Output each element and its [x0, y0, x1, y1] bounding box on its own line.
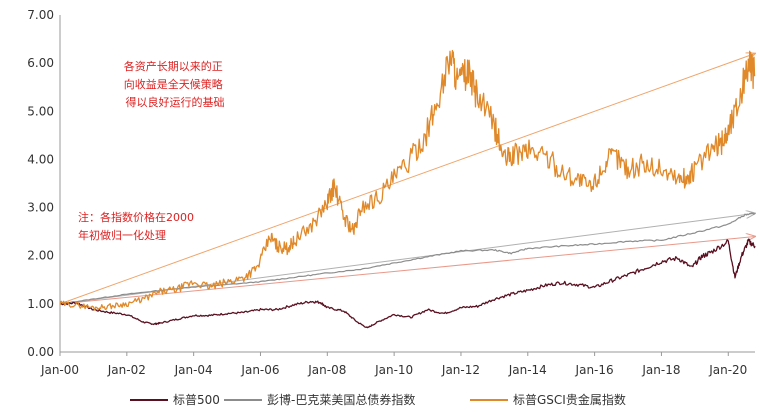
annotation-main-line-1: 各资产长期以来的正 [124, 59, 223, 73]
legend-label-sp500: 标普500 [173, 393, 220, 407]
annotation-main-line-2: 向收益是全天候策略 [124, 77, 223, 91]
trend-arrows [59, 54, 755, 305]
y-tick-label: 4.00 [27, 152, 54, 166]
y-tick-label: 2.00 [27, 249, 54, 263]
legend-label-gold: 标普GSCI贵金属指数 [513, 392, 626, 407]
annotation-note-line-1: 注：各指数价格在2000 [78, 210, 194, 224]
legend-item-sp500: 标普500 [130, 393, 220, 407]
y-tick-label: 7.00 [27, 8, 54, 22]
series-line-bond [59, 212, 756, 305]
y-tick-label: 0.00 [27, 345, 54, 359]
annotation-main-line-3: 得以良好运行的基础 [126, 95, 225, 109]
annotation-note-line-2: 年初做归一化处理 [78, 228, 166, 242]
series-line-sp500 [59, 238, 756, 329]
trend-arrow-gold [59, 54, 755, 305]
annotation-note: 注：各指数价格在2000 年初做归一化处理 [78, 210, 198, 242]
series-lines [59, 49, 756, 329]
x-tick-label: Jan-16 [575, 363, 614, 377]
legend-label-bond: 彭博-巴克莱美国总债券指数 [267, 392, 415, 407]
x-tick-label: Jan-10 [374, 363, 413, 377]
x-tick-label: Jan-00 [40, 363, 79, 377]
legend-item-bond: 彭博-巴克莱美国总债券指数 [224, 392, 415, 407]
y-tick-label: 3.00 [27, 201, 54, 215]
y-tick-label: 1.00 [27, 297, 54, 311]
y-tick-label: 5.00 [27, 104, 54, 118]
x-axis: Jan-00 Jan-02 Jan-04 Jan-06 Jan-08 Jan-10 Jan-… [40, 352, 747, 377]
x-tick-label: Jan-12 [441, 363, 480, 377]
x-tick-label: Jan-20 [708, 363, 747, 377]
x-tick-label: Jan-04 [174, 363, 213, 377]
x-tick-label: Jan-06 [240, 363, 279, 377]
x-tick-label: Jan-02 [107, 363, 146, 377]
annotation-main: 各资产长期以来的正 向收益是全天候策略 得以良好运行的基础 [124, 59, 227, 109]
legend: 标普500 彭博-巴克莱美国总债券指数 标普GSCI贵金属指数 [130, 392, 626, 407]
x-tick-label: Jan-08 [307, 363, 346, 377]
y-axis: 0.00 1.00 2.00 3.00 4.00 5.00 6.00 7.00 [27, 8, 54, 359]
legend-item-gold: 标普GSCI贵金属指数 [470, 392, 626, 407]
x-tick-label: Jan-14 [508, 363, 547, 377]
trend-arrow-sp [59, 236, 755, 305]
x-tick-label: Jan-18 [641, 363, 680, 377]
y-tick-label: 6.00 [27, 56, 54, 70]
series-line-gold [59, 49, 756, 311]
